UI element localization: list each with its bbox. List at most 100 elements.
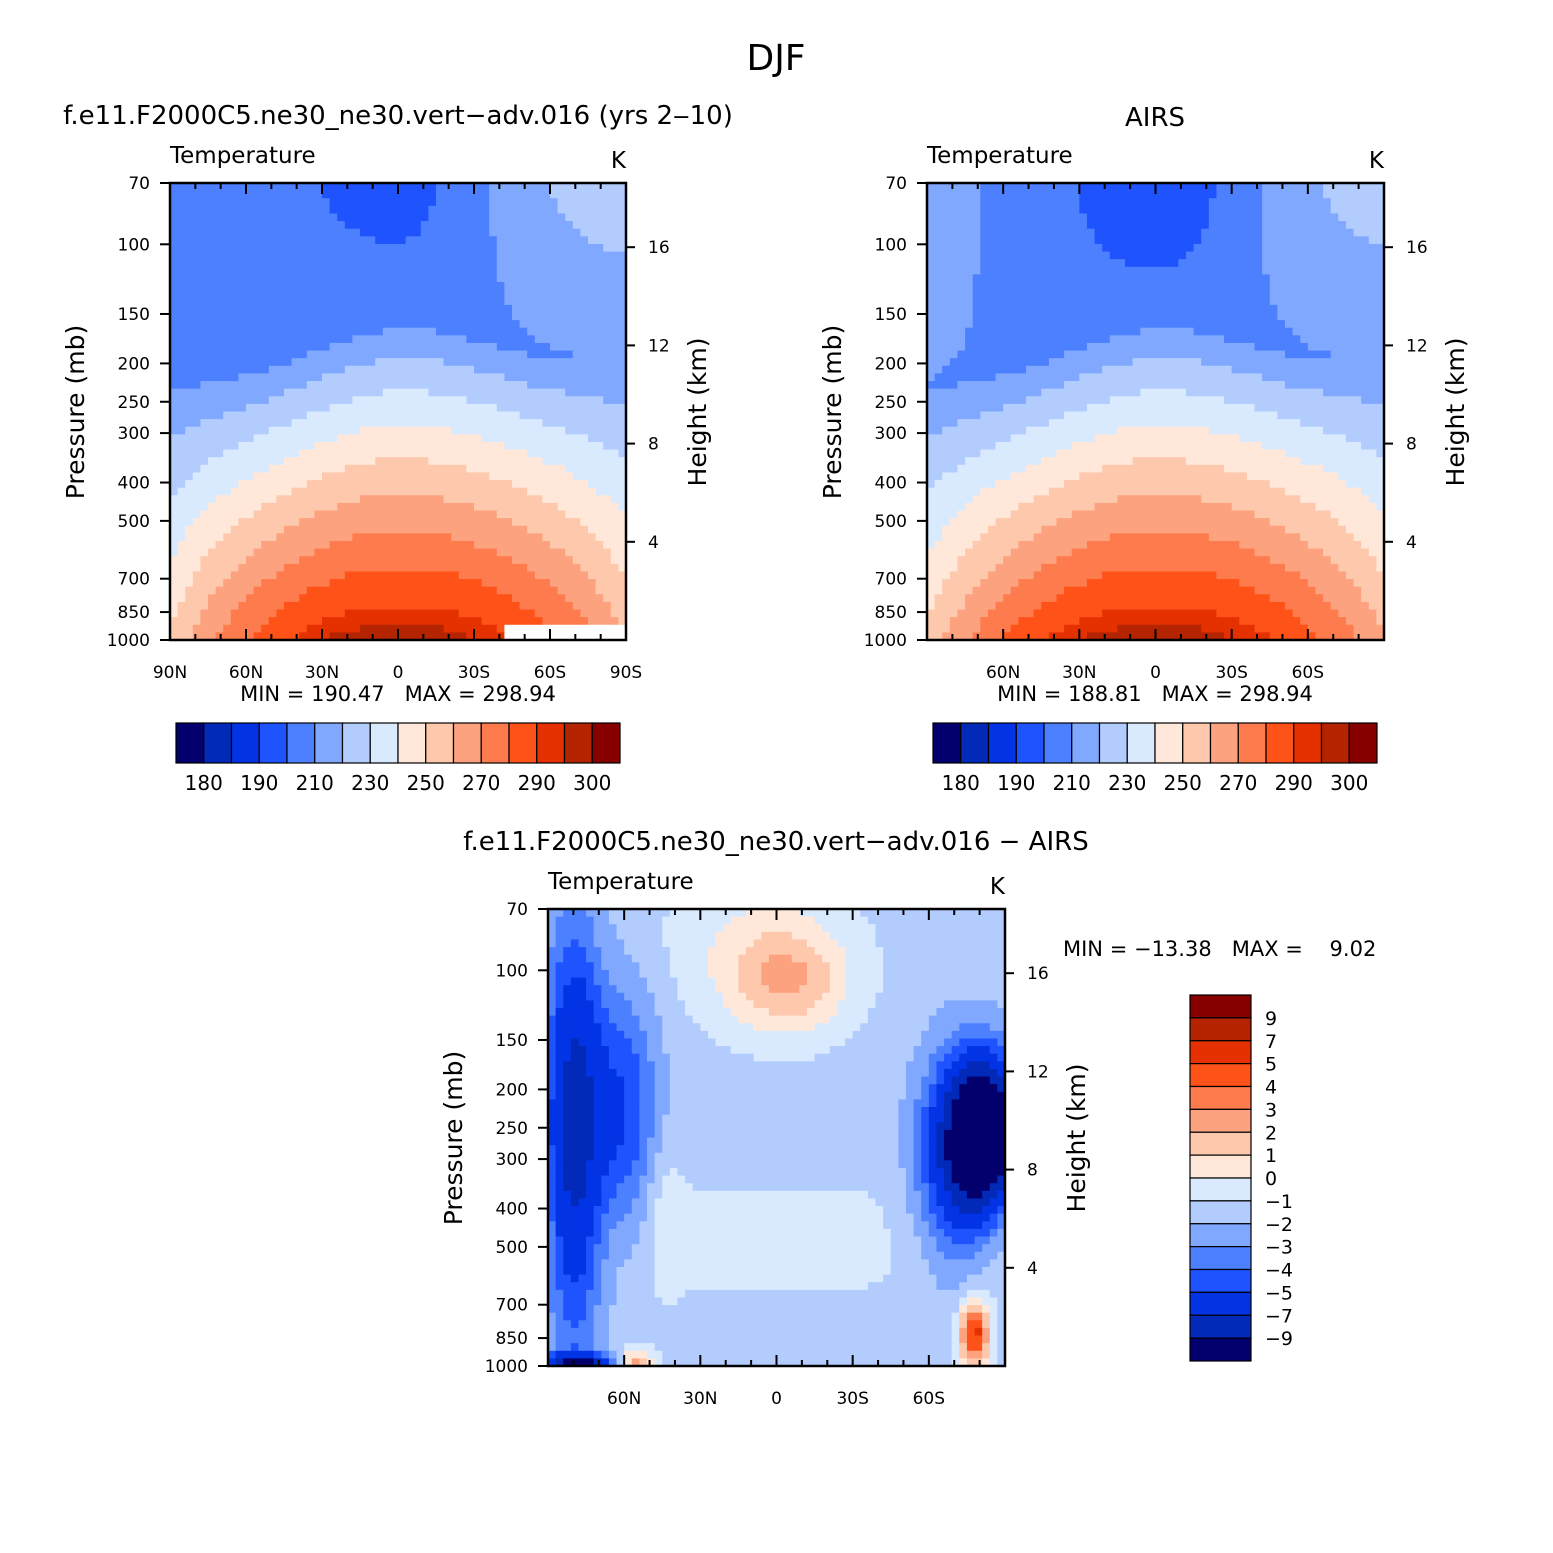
height-tick-label: 16 bbox=[648, 238, 670, 258]
field-cell bbox=[1033, 320, 1042, 329]
field-cell bbox=[1353, 221, 1362, 230]
field-cell bbox=[208, 586, 217, 595]
field-cell bbox=[512, 533, 521, 542]
field-cell bbox=[565, 365, 574, 375]
field-cell bbox=[420, 624, 429, 633]
field-cell bbox=[436, 282, 445, 291]
field-cell bbox=[413, 464, 422, 474]
field-cell bbox=[299, 259, 308, 268]
field-cell bbox=[253, 563, 262, 573]
field-cell bbox=[451, 350, 460, 359]
field-cell bbox=[927, 342, 936, 352]
field-cell bbox=[466, 495, 475, 504]
field-cell bbox=[588, 632, 597, 641]
field-cell bbox=[489, 282, 498, 291]
field-cell bbox=[610, 579, 619, 588]
field-cell bbox=[1292, 228, 1301, 237]
field-cell bbox=[185, 388, 194, 397]
field-cell bbox=[223, 183, 232, 192]
field-cell bbox=[322, 266, 331, 275]
field-cell bbox=[1345, 213, 1355, 222]
field-cell bbox=[352, 243, 361, 253]
field-cell bbox=[519, 563, 528, 573]
field-cell bbox=[1079, 282, 1088, 291]
field-cell bbox=[489, 533, 498, 542]
field-cell bbox=[595, 411, 604, 420]
field-cell bbox=[1376, 327, 1385, 336]
field-cell bbox=[299, 282, 308, 291]
field-cell bbox=[284, 403, 293, 413]
field-cell bbox=[987, 342, 997, 352]
field-cell bbox=[965, 297, 974, 306]
field-cell bbox=[367, 525, 376, 534]
field-cell bbox=[276, 556, 285, 565]
field-cell bbox=[1056, 251, 1065, 260]
field-cell bbox=[603, 571, 612, 580]
field-cell bbox=[481, 403, 490, 413]
field-cell bbox=[595, 449, 604, 458]
field-cell bbox=[1323, 251, 1332, 260]
field-cell bbox=[603, 449, 612, 458]
field-cell bbox=[177, 198, 186, 207]
field-cell bbox=[542, 624, 551, 633]
field-cell bbox=[504, 183, 513, 192]
field-cell bbox=[238, 320, 247, 329]
field-cell bbox=[610, 243, 619, 253]
field-cell bbox=[420, 403, 429, 413]
field-cell bbox=[177, 579, 186, 588]
field-cell bbox=[1254, 297, 1263, 306]
field-cell bbox=[1185, 274, 1195, 283]
field-cell bbox=[246, 243, 255, 253]
colorbar-label: 300 bbox=[573, 771, 611, 795]
field-cell bbox=[1376, 236, 1385, 245]
field-cell bbox=[603, 556, 612, 565]
field-cell bbox=[934, 304, 943, 314]
field-cell bbox=[1201, 251, 1210, 260]
field-cell bbox=[603, 289, 612, 298]
field-cell bbox=[185, 236, 194, 245]
field-cell bbox=[284, 480, 293, 489]
field-cell bbox=[299, 609, 308, 618]
field-cell bbox=[291, 350, 300, 359]
field-cell bbox=[390, 251, 399, 260]
field-cell bbox=[1155, 259, 1164, 268]
field-cell bbox=[534, 213, 543, 222]
field-cell bbox=[512, 388, 521, 397]
field-cell bbox=[177, 525, 186, 534]
field-cell bbox=[405, 358, 414, 367]
field-cell bbox=[595, 601, 604, 611]
field-cell bbox=[360, 282, 369, 291]
field-cell bbox=[534, 601, 543, 611]
field-cell bbox=[1178, 297, 1187, 306]
field-cell bbox=[200, 617, 209, 626]
field-cell bbox=[360, 632, 369, 641]
field-cell bbox=[375, 198, 384, 207]
field-cell bbox=[177, 540, 186, 550]
field-cell bbox=[957, 183, 966, 192]
field-cell bbox=[603, 601, 612, 611]
field-cell bbox=[413, 373, 422, 382]
field-cell bbox=[375, 190, 384, 199]
field-cell bbox=[489, 548, 498, 557]
field-cell bbox=[367, 502, 376, 512]
field-cell bbox=[177, 502, 186, 512]
field-cell bbox=[504, 213, 513, 222]
field-cell bbox=[550, 411, 559, 420]
field-cell bbox=[413, 540, 422, 550]
field-cell bbox=[987, 236, 997, 245]
field-cell bbox=[972, 205, 981, 215]
field-cell bbox=[382, 274, 391, 283]
field-cell bbox=[352, 289, 361, 298]
field-cell bbox=[458, 266, 467, 275]
field-cell bbox=[519, 350, 528, 359]
field-cell bbox=[1178, 228, 1187, 237]
field-cell bbox=[1140, 190, 1149, 199]
field-cell bbox=[504, 540, 513, 550]
field-cell bbox=[1147, 327, 1157, 336]
field-cell bbox=[208, 480, 217, 489]
field-cell bbox=[261, 327, 270, 336]
field-cell bbox=[1048, 342, 1058, 352]
field-cell bbox=[603, 358, 612, 367]
field-cell bbox=[382, 441, 391, 451]
field-cell bbox=[268, 251, 277, 260]
